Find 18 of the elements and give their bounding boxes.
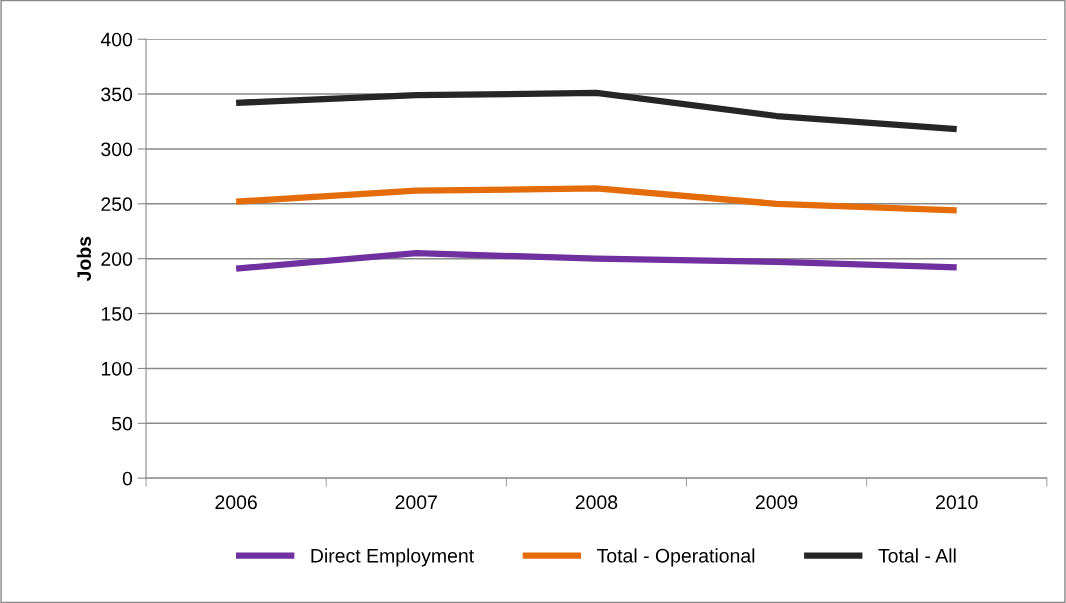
x-tick-label: 2007	[395, 495, 437, 510]
legend-label: Total - All	[878, 548, 956, 563]
x-tick-label: 2008	[575, 495, 618, 510]
y-tick-label: 300	[101, 142, 133, 157]
y-tick-label: 150	[101, 307, 133, 321]
x-tick-label: 2006	[215, 495, 257, 510]
legend-label: Total - Operational	[597, 548, 755, 567]
y-tick-label: 400	[100, 32, 133, 47]
y-tick-label: 100	[101, 361, 133, 376]
y-tick-label: 50	[112, 416, 133, 431]
x-tick-label: 2009	[755, 495, 798, 510]
y-tick-label: 0	[122, 471, 133, 486]
y-tick-label: 200	[101, 252, 133, 266]
y-tick-label: 350	[101, 87, 133, 102]
legend-label: Direct Employment	[311, 548, 474, 567]
y-tick-label: 250	[101, 197, 133, 212]
x-tick-label: 2010	[936, 495, 978, 510]
y-axis-title: Jobs	[76, 236, 92, 282]
